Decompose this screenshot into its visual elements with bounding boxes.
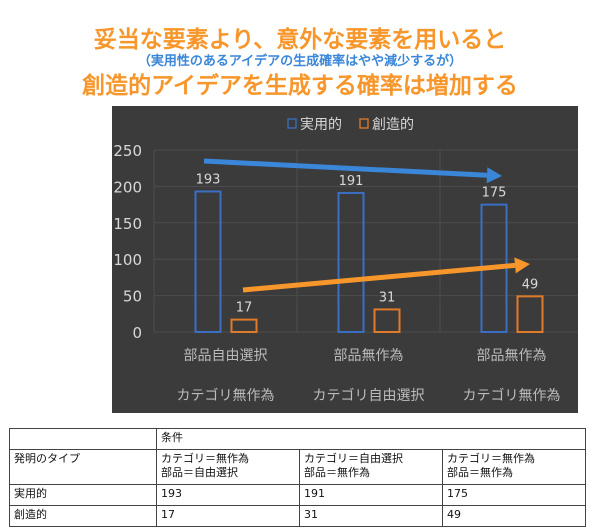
x-tick-label-category: カテゴリ無作為	[463, 387, 561, 404]
table-cell: 191	[299, 484, 443, 506]
table-row: 発明のタイプ カテゴリ＝無作為 部品＝自由選択 カテゴリ＝自由選択 部品＝無作為…	[9, 449, 586, 485]
decreasing-trend-arrow-head	[486, 167, 502, 184]
x-tick-label-category: カテゴリ自由選択	[313, 387, 425, 404]
table-cell: 49	[442, 505, 586, 527]
x-tick-label-parts: 部品無作為	[334, 348, 404, 364]
table-header-row: 条件	[9, 428, 586, 450]
data-label: 191	[339, 174, 364, 189]
data-label: 31	[379, 290, 396, 305]
increasing-trend-arrow-head	[514, 257, 530, 274]
bar	[230, 318, 258, 333]
legend-swatch	[287, 118, 297, 129]
table-cell: 発明のタイプ	[9, 449, 157, 485]
table-cell: カテゴリ＝無作為 部品＝自由選択	[156, 449, 300, 485]
data-label: 49	[522, 277, 539, 292]
table-cell: カテゴリ＝自由選択 部品＝無作為	[299, 449, 443, 485]
table-cell	[9, 428, 157, 450]
bar	[516, 295, 544, 334]
x-tick-label-parts: 部品自由選択	[184, 348, 268, 364]
table-cell: 条件	[156, 428, 586, 450]
table-cell: 193	[156, 484, 300, 506]
y-tick-label: 250	[113, 142, 142, 160]
subheadline: （実用性のあるアイデアの生成確率はやや減少するが）	[137, 54, 463, 69]
data-label: 175	[482, 186, 507, 201]
table-row: 実用的 193 191 175	[9, 484, 586, 506]
legend-label: 創造的	[372, 117, 414, 133]
table-cell: カテゴリ＝無作為 部品＝無作為	[442, 449, 586, 485]
headline-conclusion: 創造的アイデアを生成する確率は増加する	[82, 72, 518, 99]
increasing-trend-arrow	[242, 262, 516, 293]
data-table: 条件 発明のタイプ カテゴリ＝無作為 部品＝自由選択 カテゴリ＝自由選択 部品＝…	[9, 428, 586, 527]
table-cell: 創造的	[9, 505, 157, 527]
bar	[373, 308, 401, 334]
bar	[194, 190, 222, 333]
bar	[337, 191, 365, 334]
decreasing-trend-arrow	[203, 158, 488, 178]
data-label: 193	[196, 172, 221, 187]
legend-label: 実用的	[300, 117, 342, 133]
y-tick-label: 50	[123, 288, 142, 306]
table-row: 創造的 17 31 49	[9, 505, 586, 527]
legend-swatch	[359, 118, 369, 129]
table-cell: 31	[299, 505, 443, 527]
table-cell: 実用的	[9, 484, 157, 506]
y-tick-label: 0	[132, 324, 142, 342]
x-tick-label-category: カテゴリ無作為	[177, 387, 275, 404]
table-cell: 17	[156, 505, 300, 527]
x-tick-label-parts: 部品無作為	[477, 348, 547, 364]
data-label: 17	[236, 301, 253, 316]
headline: 妥当な要素より、意外な要素を用いると	[93, 26, 507, 53]
y-tick-label: 100	[113, 251, 142, 269]
y-tick-label: 200	[113, 178, 142, 196]
y-tick-label: 150	[113, 215, 142, 233]
table-cell: 175	[442, 484, 586, 506]
